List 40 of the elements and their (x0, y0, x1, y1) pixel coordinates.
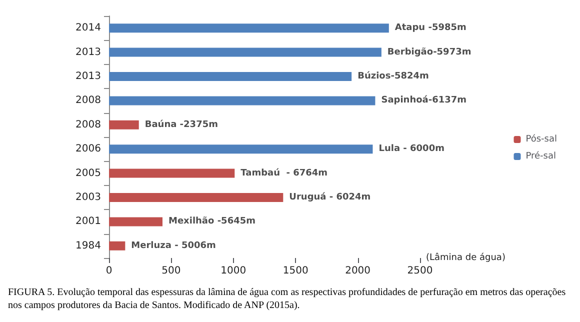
bar (109, 193, 284, 202)
y-tick-label: 2008 (76, 119, 101, 130)
y-tick-label: 2003 (76, 192, 101, 203)
bar (109, 217, 162, 226)
bar (109, 168, 235, 178)
bar (109, 144, 373, 154)
y-tick-label: 2001 (76, 216, 101, 228)
x-tick-label: 0 (106, 266, 112, 276)
bar (109, 241, 126, 250)
annotation: Atapu -5985m (394, 23, 466, 34)
annotation: Mexilhão -5645m (168, 216, 256, 227)
y-tick-label: 2006 (76, 144, 101, 155)
annotation: Uruguá - 6024m (289, 192, 371, 202)
x-tick-label: 1000 (220, 266, 246, 276)
annotation: Sapinhoá-6137m (381, 94, 467, 106)
y-tick-label: 2013 (76, 46, 101, 58)
text: FIGURA 5. Evolução temporal das espessuras da lâmina de água com as respectivas profundidades de perfuração em metros das operações nos campos produtores da Bacia de Santos. Modificado de ANP (2015a). (8, 286, 567, 312)
annotation: Búzios-5824m (358, 70, 429, 82)
bar (109, 72, 352, 81)
y-tick-label: 2014 (76, 22, 101, 34)
x-tick-label: 1500 (282, 266, 308, 276)
y-tick-label: 2008 (76, 95, 101, 106)
x-tick-label: 2000 (345, 266, 371, 276)
y-tick-label: 2013 (76, 71, 101, 82)
x-tick-label: 2500 (407, 266, 433, 276)
annotation: Baúna -2375m (144, 118, 218, 130)
legend-label: Pós-sal (526, 134, 558, 144)
legend-label: Pré-sal (526, 150, 556, 162)
x-axis-title: (Lâmina de água) (426, 252, 506, 263)
bar (109, 120, 139, 130)
annotation: Berbigão-5973m (387, 47, 472, 58)
y-tick-label: 2005 (76, 168, 101, 179)
annotation: Tambaú - 6764m (240, 167, 328, 178)
annotation: Merluza - 5006m (131, 240, 216, 251)
bar (109, 48, 382, 57)
bar (109, 96, 376, 106)
annotation: Lula - 6000m (378, 144, 444, 154)
bar (109, 24, 389, 33)
y-tick-label: 1984 (76, 240, 101, 252)
x-tick-label: 500 (162, 266, 181, 276)
